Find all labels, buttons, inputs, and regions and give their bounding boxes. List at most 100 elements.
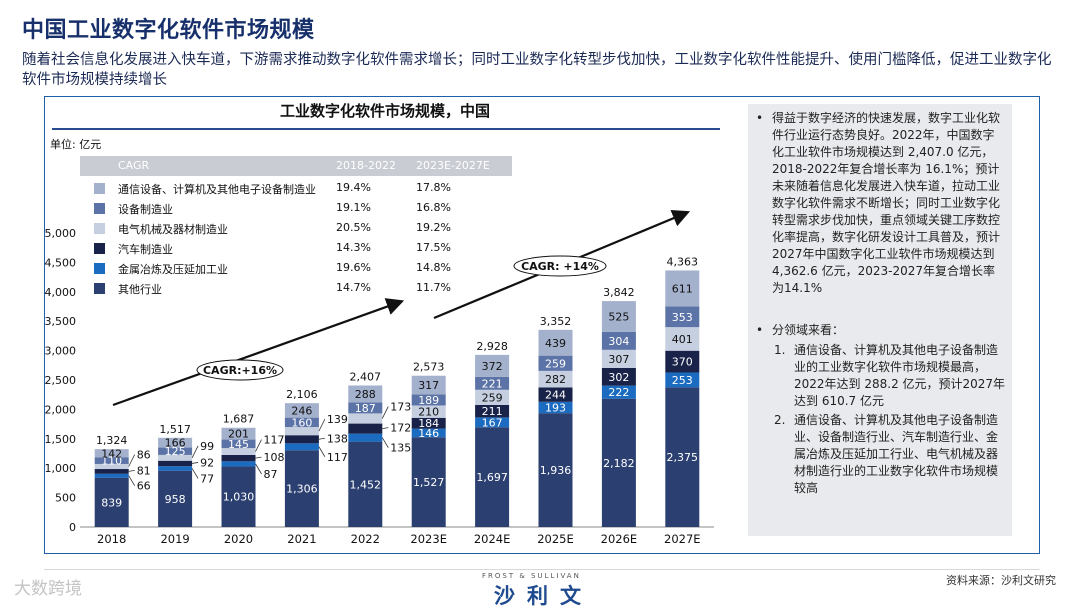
- list-number-2: 2.: [774, 413, 786, 427]
- bullet-dot-icon: •: [756, 323, 764, 337]
- data-label-metal: 193: [545, 401, 566, 414]
- cagr-badge-2: [513, 255, 607, 277]
- data-label-elec: 307: [608, 353, 629, 366]
- callout-line: [381, 437, 389, 448]
- cagr-value-2023-2027: 14.8%: [416, 261, 451, 274]
- cagr-value-2023-2027: 19.2%: [416, 221, 451, 234]
- data-label-comm: 317: [418, 379, 439, 392]
- cagr-row: 设备制造业 19.1% 16.8%: [80, 198, 512, 218]
- bar-segment: [158, 466, 193, 471]
- data-label-elec: 401: [672, 333, 693, 346]
- bar-total-label: 2,407: [350, 370, 382, 383]
- bar-segment: [158, 470, 193, 527]
- bar-segment: [411, 428, 446, 438]
- cagr-header-period-1: 2018-2022: [336, 159, 396, 172]
- page-title: 中国工业数字化软件市场规模: [22, 18, 315, 43]
- bar-segment: [601, 349, 636, 368]
- bar-segment: [94, 449, 129, 458]
- bar-total-label: 1,517: [159, 423, 191, 436]
- data-label-equip: 304: [608, 335, 629, 348]
- y-tick-label: 1,500: [45, 433, 77, 446]
- data-label-metal: 77: [200, 472, 214, 485]
- data-label-auto: 138: [327, 432, 348, 445]
- data-label-elec: 173: [390, 400, 411, 413]
- callout-line: [192, 462, 199, 464]
- callout-line: [318, 437, 325, 440]
- bar-segment: [475, 354, 510, 377]
- data-label-equip: 145: [228, 438, 249, 451]
- data-label-comm: 439: [545, 337, 566, 350]
- data-label-elec: 117: [264, 434, 285, 447]
- data-label-other: 1,452: [350, 478, 382, 491]
- legend-label: 金属冶炼及压延加工业: [118, 263, 228, 276]
- callout-line: [128, 470, 135, 472]
- x-tick-label: 2018: [97, 532, 126, 546]
- data-label-comm: 288: [355, 388, 376, 401]
- cagr-value-2018-2022: 20.5%: [336, 221, 371, 234]
- cagr-badge-1: [196, 359, 284, 381]
- data-label-equip: 353: [672, 311, 693, 324]
- brand-tagline: FROST & SULLIVAN: [482, 572, 581, 580]
- cagr-value-2018-2022: 19.1%: [336, 201, 371, 214]
- data-label-auto: 184: [418, 417, 439, 430]
- data-label-other: 1,936: [540, 464, 572, 477]
- data-label-equip: 259: [545, 357, 566, 370]
- bar-segment: [538, 413, 573, 527]
- bullet-dot-icon: •: [756, 111, 764, 125]
- bar-segment: [158, 447, 193, 455]
- note-bullet-1: • 得益于数字经济的快速发展，数字工业化软件行业运行态势良好。2022年，中国数…: [756, 110, 1006, 297]
- cagr-row: 金属冶炼及压延加工业 19.6% 14.8%: [80, 258, 512, 278]
- bar-segment: [538, 387, 573, 402]
- cagr-row: 其他行业 14.7% 11.7%: [80, 278, 512, 298]
- y-tick-label: 4,000: [45, 286, 77, 299]
- bar-segment: [348, 413, 383, 424]
- data-label-elec: 282: [545, 373, 566, 386]
- data-label-comm: 142: [101, 447, 122, 460]
- x-tick-label: 2023E: [410, 532, 447, 546]
- data-label-other: 1,306: [286, 483, 318, 496]
- bar-segment: [221, 466, 256, 527]
- bar-total-label: 1,687: [223, 413, 255, 426]
- data-label-comm: 372: [482, 360, 503, 373]
- cagr-header-label: CAGR: [118, 159, 150, 172]
- callout-line: [382, 427, 389, 430]
- legend-swatch: [94, 283, 105, 294]
- legend-swatch: [94, 183, 105, 194]
- bar-segment: [601, 331, 636, 350]
- bar-segment: [665, 387, 700, 527]
- data-label-metal: 117: [327, 451, 348, 464]
- data-label-comm: 166: [165, 437, 186, 450]
- legend-label: 汽车制造业: [118, 243, 173, 256]
- bar-segment: [475, 389, 510, 405]
- bar-segment: [284, 450, 319, 527]
- note-bullet-2: • 分领域来看：: [756, 322, 1006, 339]
- bar-segment: [538, 401, 573, 414]
- data-label-metal: 87: [264, 468, 278, 481]
- bar-segment: [411, 417, 446, 429]
- bar-segment: [538, 329, 573, 356]
- bar-segment: [94, 457, 129, 464]
- bar-total-label: 2,106: [286, 388, 318, 401]
- stacked-bar-chart: 0 500 1,000 1,500 2,000 2,500 3,000 3,500 4,000 4…: [45, 209, 714, 546]
- callout-line: [255, 439, 262, 452]
- bar-segment: [601, 367, 636, 386]
- callout-line: [128, 454, 136, 467]
- y-tick-label: 2,000: [45, 403, 77, 416]
- x-tick-label: 2024E: [474, 532, 511, 546]
- bar-segment: [284, 435, 319, 444]
- x-tick-label: 2019: [160, 532, 189, 546]
- notes-panel: • 得益于数字经济的快速发展，数字工业化软件行业运行态势良好。2022年，中国数…: [748, 104, 1012, 536]
- bar-segment: [475, 417, 510, 428]
- bar-segment: [348, 385, 383, 403]
- cagr-value-2018-2022: 14.3%: [336, 241, 371, 254]
- bar-segment: [665, 350, 700, 373]
- data-label-auto: 108: [264, 451, 285, 464]
- data-label-metal: 146: [418, 427, 439, 440]
- note-sub-2-text: 通信设备、计算机及其他电子设备制造业、设备制造行业、汽车制造行业、金属冶炼及压延…: [794, 413, 999, 495]
- bar-segment: [158, 454, 193, 461]
- cagr-table-header: CAGR 2018-2022 2023E-2027E: [80, 156, 512, 176]
- cagr-badge-1-text: CAGR:+16%: [203, 364, 277, 377]
- data-label-elec: 139: [327, 413, 348, 426]
- data-label-equip: 125: [165, 445, 186, 458]
- source-note: 资料来源：沙利文研究: [946, 574, 1056, 587]
